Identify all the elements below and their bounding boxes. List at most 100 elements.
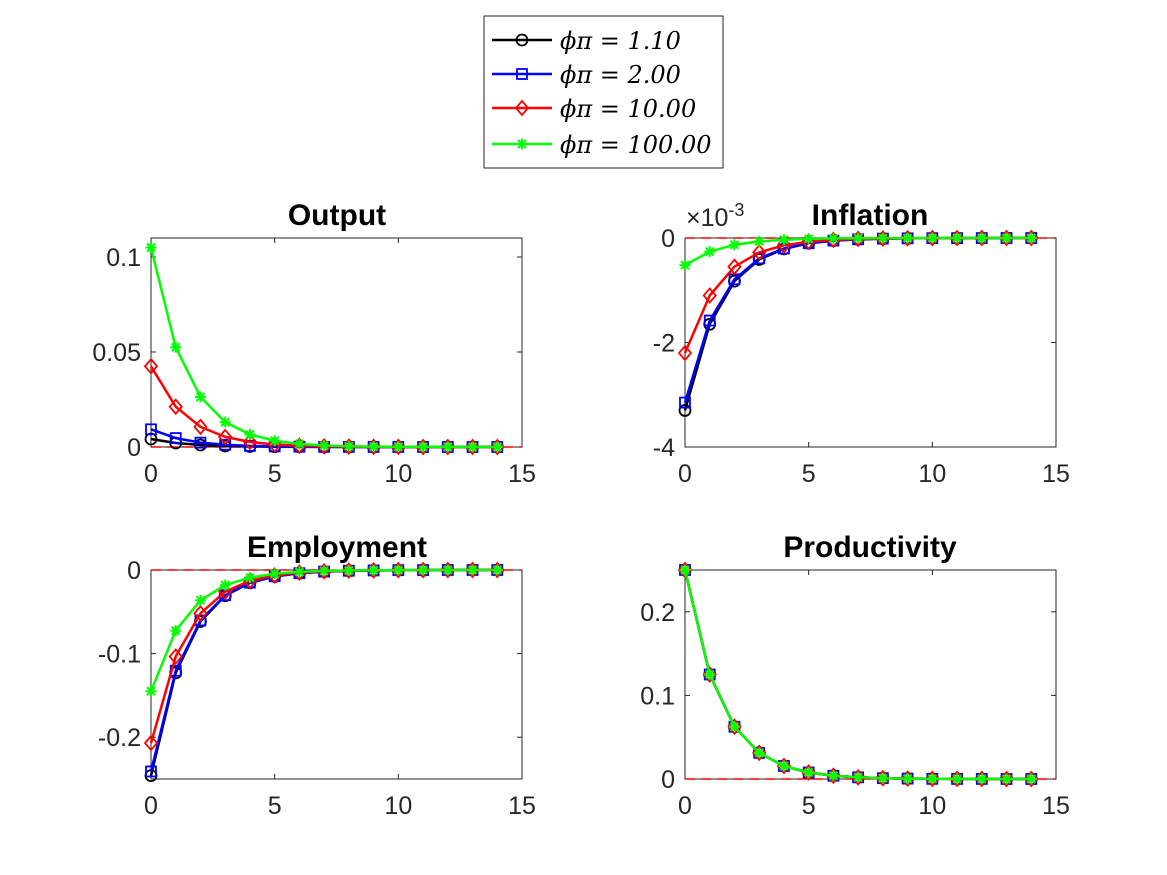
productivity-point-3 (826, 767, 841, 785)
employment-point-3 (292, 564, 307, 582)
employment-point-2 (145, 765, 157, 778)
employment-point-4 (269, 568, 281, 580)
output-point-3 (341, 438, 357, 456)
output-point-4 (467, 441, 479, 453)
inflation-point-4 (902, 232, 914, 244)
employment-point-3 (415, 561, 431, 579)
inflation-point-4 (753, 235, 765, 247)
inflation-exponent: ×10-3 (686, 200, 744, 232)
productivity-point-4 (926, 773, 938, 785)
legend-label-4: ϕπ = 100.00 (560, 131, 711, 159)
inflation-ytick-label: -2 (653, 330, 675, 358)
output-ytick-label: 0.05 (92, 339, 141, 367)
inflation-point-3 (900, 229, 915, 247)
output-point-3 (366, 438, 381, 456)
inflation-point-4 (827, 232, 839, 244)
output-ytick-label: 0 (127, 434, 141, 462)
productivity-point-4 (852, 771, 864, 783)
output-point-4 (318, 439, 330, 451)
inflation-point-4 (951, 232, 963, 244)
employment-point-3 (316, 562, 332, 580)
legend: ϕπ = 1.10 ϕπ = 2.00 ϕπ = 10.00 ϕπ = 100.… (483, 15, 724, 169)
productivity-point-4 (1025, 773, 1037, 785)
output-xtick-label: 0 (144, 460, 158, 488)
output-point-4 (491, 441, 503, 453)
employment-point-4 (491, 564, 503, 576)
legend-marker-2 (516, 68, 528, 80)
employment-ytick-label: 0 (127, 557, 141, 585)
output-point-2 (194, 436, 207, 449)
output-point-4 (194, 391, 206, 403)
employment-point-3 (341, 562, 357, 580)
inflation-point-3 (752, 243, 767, 261)
output-point-3 (193, 418, 208, 436)
productivity-axes-box (684, 569, 1057, 780)
output-point-2 (145, 423, 157, 436)
productivity-ytick-label: 0 (661, 766, 675, 794)
employment-axes-box (150, 569, 523, 780)
productivity-point-3 (677, 561, 693, 579)
employment-point-4 (343, 565, 355, 577)
productivity-xtick-label: 10 (918, 792, 946, 820)
output-point-4 (417, 441, 429, 453)
inflation-ytick-label: 0 (661, 225, 675, 253)
productivity-xtick-label: 0 (678, 792, 692, 820)
output-point-2 (219, 438, 232, 451)
inflation-point-3 (850, 230, 866, 248)
employment-xtick-label: 5 (268, 792, 282, 820)
employment-point-4 (417, 564, 429, 576)
inflation-point-4 (1001, 232, 1013, 244)
productivity-point-3 (949, 770, 965, 788)
employment-point-4 (145, 685, 157, 697)
employment-series-line-4 (149, 568, 498, 692)
legend-marker-1 (515, 33, 529, 47)
inflation-point-1 (678, 404, 692, 417)
output-axes-box (150, 237, 523, 448)
productivity-point-3 (925, 770, 940, 788)
employment-point-3 (391, 561, 406, 579)
inflation-point-4 (852, 232, 864, 244)
productivity-point-4 (976, 773, 988, 785)
productivity-point-4 (902, 773, 914, 785)
productivity-panel: Productivity 0 5 10 15 0 0.1 0.2 (640, 531, 1070, 820)
output-series-line-3 (149, 365, 498, 449)
output-point-3 (143, 357, 159, 375)
legend-label-3: ϕπ = 10.00 (560, 95, 696, 123)
productivity-ytick-label: 0.2 (640, 599, 675, 627)
employment-xtick-label: 0 (144, 792, 158, 820)
employment-point-3 (465, 561, 480, 579)
output-series-line-4 (149, 247, 498, 449)
productivity-series-line-3 (683, 569, 1032, 781)
inflation-series-line-3 (683, 236, 1032, 354)
employment-panel: Employment 0 5 10 15 -0.2 -0.1 0 (98, 531, 536, 820)
legend-label-2: ϕπ = 2.00 (560, 61, 681, 89)
inflation-xtick-label: 10 (918, 460, 946, 488)
employment-point-4 (170, 625, 182, 637)
output-point-4 (293, 438, 305, 450)
employment-point-4 (244, 572, 256, 584)
productivity-series-line-1 (683, 569, 1032, 781)
output-point-3 (218, 428, 233, 446)
productivity-point-4 (753, 747, 765, 759)
output-ytick-label: 0.1 (106, 244, 141, 272)
legend-entry: ϕπ = 1.10 (492, 27, 681, 55)
productivity-xtick-label: 15 (1042, 792, 1070, 820)
productivity-point-4 (951, 773, 963, 785)
output-point-2 (169, 432, 182, 444)
productivity-point-4 (877, 772, 889, 784)
employment-point-3 (143, 734, 159, 752)
productivity-point-3 (727, 718, 742, 736)
productivity-point-3 (1024, 770, 1039, 788)
output-point-4 (442, 441, 454, 453)
employment-ytick-label: -0.1 (98, 641, 141, 669)
productivity-point-4 (679, 564, 691, 576)
inflation-axes-box (684, 237, 1057, 448)
output-point-4 (343, 440, 355, 452)
employment-ytick-label: -0.2 (98, 724, 141, 752)
productivity-point-3 (974, 770, 989, 788)
inflation-ytick-label: -4 (653, 434, 675, 462)
legend-entry: ϕπ = 2.00 (492, 61, 681, 89)
legend-entry: ϕπ = 100.00 (492, 131, 711, 159)
output-point-4 (219, 416, 231, 428)
legend-marker-4 (516, 138, 528, 150)
